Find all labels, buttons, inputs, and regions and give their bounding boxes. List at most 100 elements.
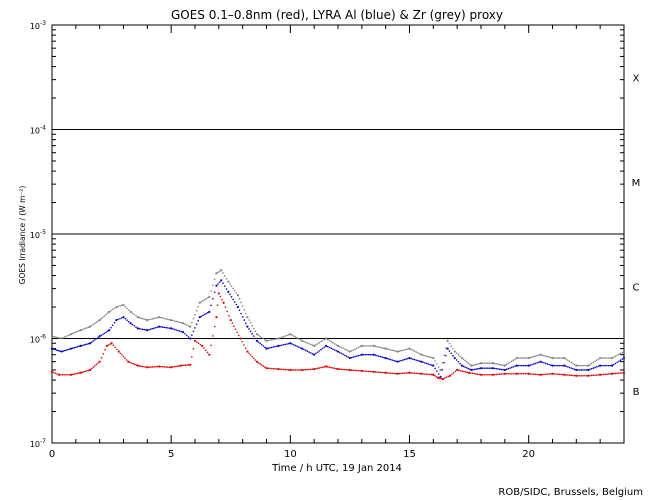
data-point [58, 373, 61, 376]
series-trace-dot [595, 366, 598, 368]
series-trace-dot [607, 364, 610, 367]
series-trace-dot [299, 339, 302, 341]
data-point [587, 364, 590, 367]
series-trace-dot [298, 346, 300, 348]
series-trace-dot [304, 368, 307, 371]
data-point [372, 344, 375, 347]
data-point [239, 337, 242, 340]
data-point [336, 367, 340, 371]
series-trace-dot [584, 364, 586, 367]
series-trace-dot [241, 316, 244, 318]
series-trace-dot [405, 348, 407, 351]
series-trace-dot [344, 348, 346, 350]
series-trace-dot [509, 372, 511, 375]
series-trace-dot [580, 374, 583, 377]
data-point [79, 344, 82, 347]
data-point [60, 350, 63, 353]
series-trace-dot [155, 317, 157, 319]
series-trace-dot [536, 362, 538, 364]
series-trace-dot [379, 355, 382, 358]
series-trace-dot [403, 349, 406, 351]
series-trace-dot [417, 352, 419, 354]
series-trace-dot [95, 321, 98, 324]
series-trace-dot [54, 372, 57, 375]
series-trace-dot [203, 299, 206, 301]
series-trace-dot [395, 360, 397, 362]
series-trace-dot [311, 368, 314, 370]
series-trace-dot [558, 364, 561, 367]
series-trace-dot [438, 377, 441, 380]
data-point [372, 353, 375, 356]
series-trace-dot [477, 363, 479, 365]
x-tick-label: 0 [49, 449, 55, 460]
series-trace-dot [555, 357, 557, 359]
series-trace-dot [437, 366, 440, 368]
data-point [236, 305, 239, 309]
series-trace-dot [240, 312, 242, 315]
series-trace-dot [287, 342, 290, 345]
data-point [599, 373, 602, 376]
data-point [348, 350, 352, 353]
series-trace-dot [65, 349, 68, 351]
series-trace-dot [279, 337, 281, 339]
data-point [193, 339, 197, 342]
data-point [396, 360, 399, 363]
series-trace-dot [282, 368, 285, 371]
data-point [208, 310, 211, 313]
series-trace-dot [455, 352, 458, 354]
series-trace-dot [345, 368, 348, 371]
series-trace-dot [63, 373, 66, 376]
series-trace-dot [534, 373, 537, 376]
series-trace-dot [490, 373, 493, 376]
series-trace-dot [225, 277, 228, 280]
series-trace-dot [55, 336, 58, 339]
series-trace-dot [86, 327, 88, 329]
series-trace-dot [424, 362, 426, 364]
series-trace-dot [245, 312, 247, 315]
series-trace-dot [502, 364, 504, 367]
series-trace-dot [110, 326, 112, 329]
series-trace-dot [138, 316, 141, 319]
series-trace-dot [81, 371, 83, 374]
series-trace-dot [299, 347, 302, 349]
series-trace-dot [510, 360, 513, 363]
series-trace-dot [230, 285, 233, 287]
series-trace-dot [171, 366, 174, 368]
series-trace-dot [507, 372, 510, 375]
series-trace-dot [107, 344, 110, 346]
series-trace-dot [141, 365, 144, 368]
data-point [89, 368, 92, 372]
series-trace-dot [509, 367, 511, 369]
data-point [198, 301, 201, 304]
data-point [515, 364, 518, 367]
data-point [108, 310, 111, 313]
series-trace-dot [476, 373, 479, 375]
series-trace-dot [578, 369, 581, 371]
data-point [50, 335, 54, 338]
series-trace-dot [487, 367, 489, 369]
series-trace-dot [203, 313, 206, 316]
series-trace-dot [532, 355, 535, 358]
series-trace-dot [589, 368, 591, 371]
series-trace-dot [534, 355, 537, 357]
series-trace-dot [594, 374, 596, 376]
series-trace-dot [467, 367, 470, 370]
series-trace-dot [580, 364, 583, 367]
data-point [229, 318, 232, 322]
data-point [563, 373, 566, 376]
series-trace-dot [194, 327, 196, 329]
series-trace-dot [485, 367, 487, 369]
series-trace-dot [597, 365, 600, 368]
series-trace-dot [270, 339, 273, 341]
series-trace-dot [606, 357, 608, 359]
series-trace-dot [359, 354, 361, 356]
series-trace-dot [303, 348, 305, 351]
data-point [336, 344, 340, 347]
data-point [215, 284, 218, 287]
series-trace-dot [378, 371, 380, 374]
series-trace-dot [614, 362, 617, 365]
series-trace-dot [498, 368, 501, 370]
series-trace-dot [405, 372, 407, 374]
series-trace-dot [226, 310, 228, 313]
series-trace-dot [114, 346, 116, 349]
